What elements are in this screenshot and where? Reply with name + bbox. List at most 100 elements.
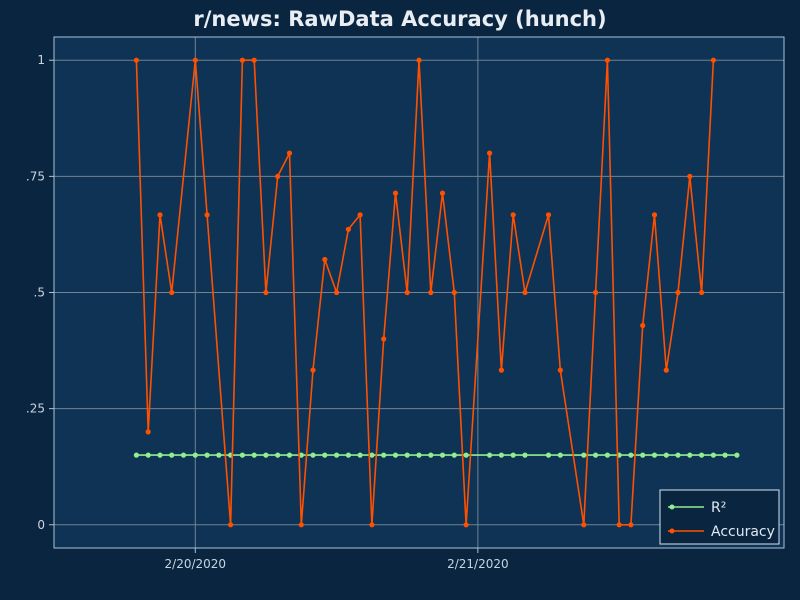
data-point-r2 xyxy=(428,452,434,458)
data-point-r2 xyxy=(145,452,151,458)
data-point-r2 xyxy=(604,452,611,458)
data-point-accuracy xyxy=(275,173,281,179)
data-point-r2 xyxy=(581,452,587,458)
y-tick-label: .25 xyxy=(26,402,45,416)
data-point-r2 xyxy=(687,452,693,458)
data-point-accuracy xyxy=(392,190,399,196)
data-point-r2 xyxy=(216,452,222,458)
chart-title: r/news: RawData Accuracy (hunch) xyxy=(193,7,606,31)
y-tick-label: 0 xyxy=(37,518,45,532)
data-point-r2 xyxy=(251,452,257,458)
data-point-accuracy xyxy=(204,212,210,218)
data-point-r2 xyxy=(369,452,375,458)
data-point-accuracy xyxy=(498,367,504,373)
data-point-accuracy xyxy=(228,522,234,528)
data-point-accuracy xyxy=(192,57,198,63)
data-point-r2 xyxy=(298,452,304,458)
data-point-r2 xyxy=(487,452,493,458)
data-point-accuracy xyxy=(439,190,446,196)
data-point-r2 xyxy=(439,452,446,458)
data-point-r2 xyxy=(463,452,469,458)
data-point-r2 xyxy=(498,452,504,458)
data-point-accuracy xyxy=(687,173,693,179)
data-point-r2 xyxy=(451,452,457,458)
series-layer xyxy=(133,57,740,528)
data-point-r2 xyxy=(275,452,281,458)
data-point-r2 xyxy=(157,452,163,458)
data-point-accuracy xyxy=(699,289,705,296)
data-point-accuracy xyxy=(310,367,316,373)
data-point-accuracy xyxy=(145,429,151,435)
data-point-accuracy xyxy=(604,57,611,63)
data-point-r2 xyxy=(204,452,210,458)
data-point-r2 xyxy=(392,452,399,458)
data-point-accuracy xyxy=(263,289,269,296)
data-point-accuracy xyxy=(463,522,469,528)
data-point-accuracy xyxy=(169,289,175,296)
data-point-r2 xyxy=(345,452,351,458)
legend-box xyxy=(659,489,780,545)
data-point-r2 xyxy=(628,452,634,458)
data-point-accuracy xyxy=(322,256,328,263)
data-point-accuracy xyxy=(510,212,516,218)
data-point-r2 xyxy=(286,452,293,458)
data-point-accuracy xyxy=(545,212,552,218)
data-point-r2 xyxy=(169,452,175,458)
data-point-r2 xyxy=(675,452,681,458)
data-point-r2 xyxy=(710,452,717,458)
data-point-accuracy xyxy=(675,289,681,296)
data-point-r2 xyxy=(263,452,269,458)
y-axis: 1 .75 .5 .25 0 xyxy=(26,53,54,532)
x-axis: 2/20/2020 2/21/2020 xyxy=(165,548,509,571)
data-point-r2 xyxy=(593,452,599,458)
data-point-accuracy xyxy=(663,367,669,373)
data-point-accuracy xyxy=(451,289,457,296)
data-point-accuracy xyxy=(428,289,434,296)
data-point-accuracy xyxy=(334,289,340,296)
data-point-accuracy xyxy=(416,57,422,63)
data-point-accuracy xyxy=(157,212,163,218)
data-point-r2 xyxy=(734,452,740,458)
legend-label-r2: R² xyxy=(711,500,726,516)
data-point-r2 xyxy=(310,452,316,458)
data-point-accuracy xyxy=(522,289,528,296)
data-point-r2 xyxy=(357,452,363,458)
data-point-accuracy xyxy=(133,57,139,63)
data-point-accuracy xyxy=(640,322,646,329)
legend: R² Accuracy xyxy=(659,489,780,545)
legend-label-accuracy: Accuracy xyxy=(711,524,775,540)
data-point-accuracy xyxy=(487,150,493,156)
data-point-accuracy xyxy=(557,367,563,373)
data-point-accuracy xyxy=(251,57,257,63)
legend-marker-r2 xyxy=(669,504,675,510)
data-point-r2 xyxy=(180,452,187,458)
series-r2 xyxy=(133,452,740,458)
data-point-r2 xyxy=(416,452,422,458)
x-tick-label: 2/20/2020 xyxy=(165,557,227,571)
data-point-r2 xyxy=(557,452,563,458)
data-point-r2 xyxy=(699,452,705,458)
data-point-r2 xyxy=(545,452,552,458)
data-point-accuracy xyxy=(593,289,599,296)
data-point-r2 xyxy=(239,452,245,458)
data-point-accuracy xyxy=(581,522,587,528)
data-point-accuracy xyxy=(286,150,293,156)
data-point-accuracy xyxy=(710,57,717,63)
data-point-r2 xyxy=(381,452,387,458)
data-point-accuracy xyxy=(369,522,375,528)
y-tick-label: .5 xyxy=(34,286,45,300)
data-point-r2 xyxy=(322,452,328,458)
data-point-r2 xyxy=(663,452,669,458)
data-point-r2 xyxy=(640,452,646,458)
data-point-r2 xyxy=(722,452,728,458)
data-point-accuracy xyxy=(298,522,304,528)
data-point-r2 xyxy=(522,452,528,458)
data-point-r2 xyxy=(404,452,410,458)
series-accuracy xyxy=(133,57,717,528)
y-tick-label: 1 xyxy=(37,53,45,67)
data-point-r2 xyxy=(334,452,340,458)
data-point-accuracy xyxy=(616,522,622,528)
data-point-accuracy xyxy=(357,212,363,218)
data-point-accuracy xyxy=(404,289,410,296)
